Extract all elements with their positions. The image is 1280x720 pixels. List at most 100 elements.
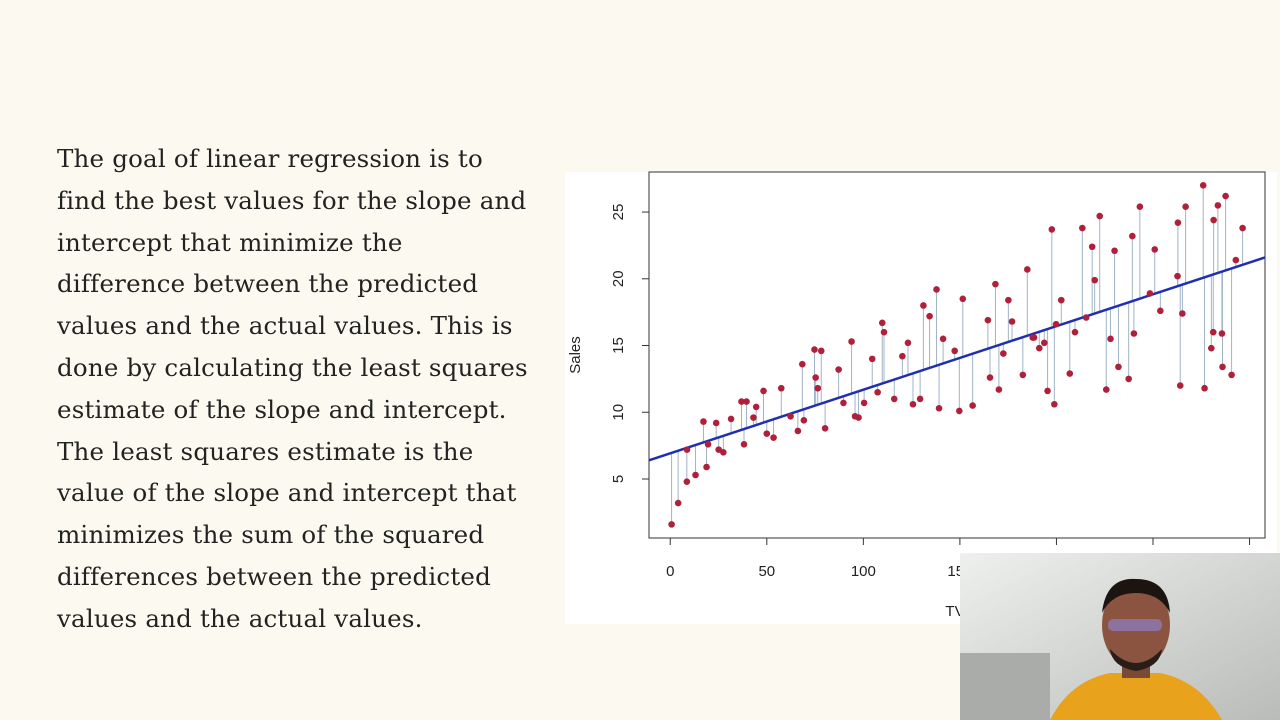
point [738, 398, 745, 405]
point [920, 302, 927, 309]
point [1174, 219, 1182, 227]
x-tick-label: 50 [758, 563, 775, 580]
point [1071, 328, 1079, 336]
point [770, 434, 777, 441]
point [1000, 350, 1007, 357]
point [1079, 224, 1086, 232]
point [1096, 212, 1104, 220]
point [814, 384, 822, 392]
point [868, 355, 876, 363]
point [700, 418, 707, 425]
point [848, 338, 855, 345]
point [683, 478, 691, 485]
point [1151, 246, 1159, 253]
point [763, 430, 771, 437]
x-tick-label: 100 [851, 563, 876, 580]
point [704, 440, 712, 448]
point [668, 521, 675, 528]
point [959, 295, 967, 303]
point [750, 414, 757, 421]
point [1051, 400, 1058, 408]
point [1066, 370, 1074, 377]
point [855, 414, 862, 421]
point [1023, 266, 1031, 273]
point [840, 399, 847, 407]
point [1228, 371, 1235, 379]
point [1157, 307, 1164, 315]
point [817, 347, 825, 355]
point [1044, 387, 1051, 395]
text-line: done by calculating the least squares [57, 352, 528, 382]
point [720, 449, 727, 456]
point [1219, 363, 1226, 371]
point [1082, 314, 1090, 321]
point [984, 316, 992, 324]
point [692, 471, 699, 479]
text-line: values and the actual values. [57, 603, 423, 633]
point [1107, 335, 1114, 343]
point [992, 280, 999, 288]
text-line: The goal of linear regression is to [57, 144, 483, 173]
point [1030, 334, 1038, 341]
point [712, 419, 720, 427]
text-line: values and the actual values. This is [57, 311, 513, 341]
text-line: intercept that minimize the [57, 227, 403, 257]
point [933, 286, 940, 293]
point [1057, 296, 1065, 304]
plot-frame [648, 171, 1266, 539]
point [821, 424, 829, 432]
point [740, 440, 748, 448]
point [939, 335, 947, 343]
point [794, 427, 802, 435]
point [760, 387, 767, 395]
point [1209, 328, 1217, 336]
point [1005, 296, 1012, 304]
point [1176, 382, 1184, 389]
point [1179, 310, 1186, 317]
point [1210, 216, 1217, 224]
point [986, 374, 994, 381]
text-line: value of the slope and intercept that [57, 478, 517, 508]
point [935, 404, 943, 412]
point [674, 499, 682, 507]
y-tick-label: 15 [610, 337, 627, 354]
point [916, 395, 924, 403]
point [1130, 330, 1138, 337]
paragraph: The goal of linear regression is to find … [57, 138, 528, 640]
point [777, 384, 785, 392]
point [811, 346, 818, 353]
point [1182, 203, 1189, 211]
x-tick-label: 0 [666, 563, 674, 580]
fit-line [648, 256, 1266, 462]
point [1174, 272, 1181, 280]
point [812, 374, 819, 381]
point [904, 339, 912, 347]
point [1035, 344, 1043, 352]
point [899, 352, 906, 360]
point [1125, 375, 1132, 383]
text-line: difference between the predicted [57, 269, 479, 299]
y-tick-label: 20 [610, 270, 627, 287]
point [1040, 339, 1048, 347]
y-axis-label: Sales [567, 336, 584, 374]
point [890, 395, 898, 403]
point [878, 319, 886, 327]
point [969, 402, 976, 409]
point [799, 360, 806, 368]
y-tick-label: 5 [610, 475, 627, 483]
point [727, 415, 735, 423]
webcam-overlay [960, 553, 1280, 720]
x-axis-label: TV [945, 603, 964, 620]
point [1136, 203, 1144, 211]
point [752, 403, 760, 411]
point [1239, 224, 1246, 232]
point [1218, 330, 1226, 337]
point [1214, 202, 1222, 209]
point [1102, 386, 1110, 393]
point [683, 446, 691, 453]
text-line: differences between the predicted [57, 561, 491, 591]
point [909, 400, 917, 408]
point [951, 347, 958, 355]
point [1048, 226, 1056, 233]
